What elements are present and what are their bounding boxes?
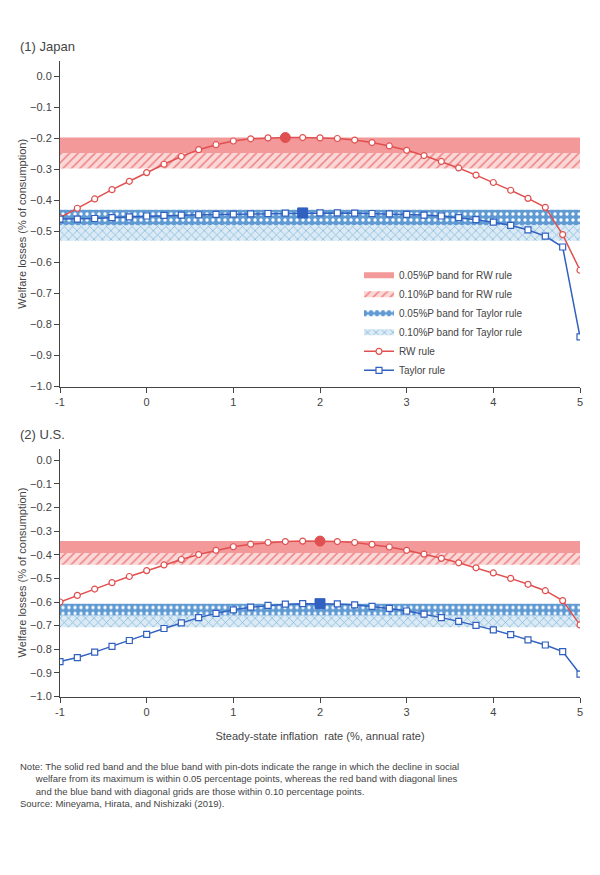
svg-text:−0.8: −0.8 [30,643,52,655]
svg-text:4: 4 [490,396,496,408]
svg-text:0.05%P band for RW rule: 0.05%P band for RW rule [399,270,512,281]
svg-text:2: 2 [317,706,323,718]
svg-text:−0.4: −0.4 [30,194,52,206]
svg-text:(2) U.S.: (2) U.S. [20,427,65,442]
svg-text:1: 1 [230,706,236,718]
svg-text:(1) Japan: (1) Japan [20,39,75,54]
svg-text:4: 4 [490,706,496,718]
svg-text:−0.2: −0.2 [30,132,52,144]
svg-text:Note: The solid red band and t: Note: The solid red band and the blue ba… [20,761,459,809]
svg-text:−0.1: −0.1 [30,101,52,113]
svg-text:0.10%P band for RW rule: 0.10%P band for RW rule [399,289,512,300]
svg-text:-1: -1 [55,706,65,718]
svg-text:−0.3: −0.3 [30,163,52,175]
svg-text:0.0: 0.0 [37,70,52,82]
svg-text:1: 1 [230,396,236,408]
svg-text:3: 3 [404,706,410,718]
svg-text:−0.7: −0.7 [30,287,52,299]
svg-text:RW rule: RW rule [399,346,435,357]
svg-text:−1.0: −1.0 [30,690,52,702]
svg-text:−0.7: −0.7 [30,619,52,631]
svg-text:0: 0 [144,396,150,408]
svg-text:-1: -1 [55,396,65,408]
svg-text:Taylor rule: Taylor rule [399,365,446,376]
svg-text:−0.9: −0.9 [30,349,52,361]
svg-text:−0.9: −0.9 [30,667,52,679]
svg-text:0: 0 [144,706,150,718]
svg-text:Welfare losses (% of consumpti: Welfare losses (% of consumption) [16,488,28,658]
svg-text:2: 2 [317,396,323,408]
svg-text:0.10%P band for Taylor rule: 0.10%P band for Taylor rule [399,327,522,338]
svg-text:−0.6: −0.6 [30,256,52,268]
svg-text:3: 3 [404,396,410,408]
svg-text:Welfare losses (% of consumpti: Welfare losses (% of consumption) [16,139,28,309]
svg-text:5: 5 [577,706,583,718]
svg-text:−0.2: −0.2 [30,501,52,513]
svg-text:−0.5: −0.5 [30,572,52,584]
svg-text:−0.3: −0.3 [30,525,52,537]
svg-text:−1.0: −1.0 [30,380,52,392]
svg-text:−0.5: −0.5 [30,225,52,237]
svg-text:0.0: 0.0 [37,454,52,466]
svg-text:−0.4: −0.4 [30,549,52,561]
svg-text:0.05%P band for Taylor rule: 0.05%P band for Taylor rule [399,308,522,319]
svg-text:Steady-state inflation rate (: Steady-state inflation rate (%, annual r… [215,730,424,742]
svg-text:−0.6: −0.6 [30,596,52,608]
svg-text:5: 5 [577,396,583,408]
svg-text:−0.8: −0.8 [30,318,52,330]
svg-text:−0.1: −0.1 [30,478,52,490]
